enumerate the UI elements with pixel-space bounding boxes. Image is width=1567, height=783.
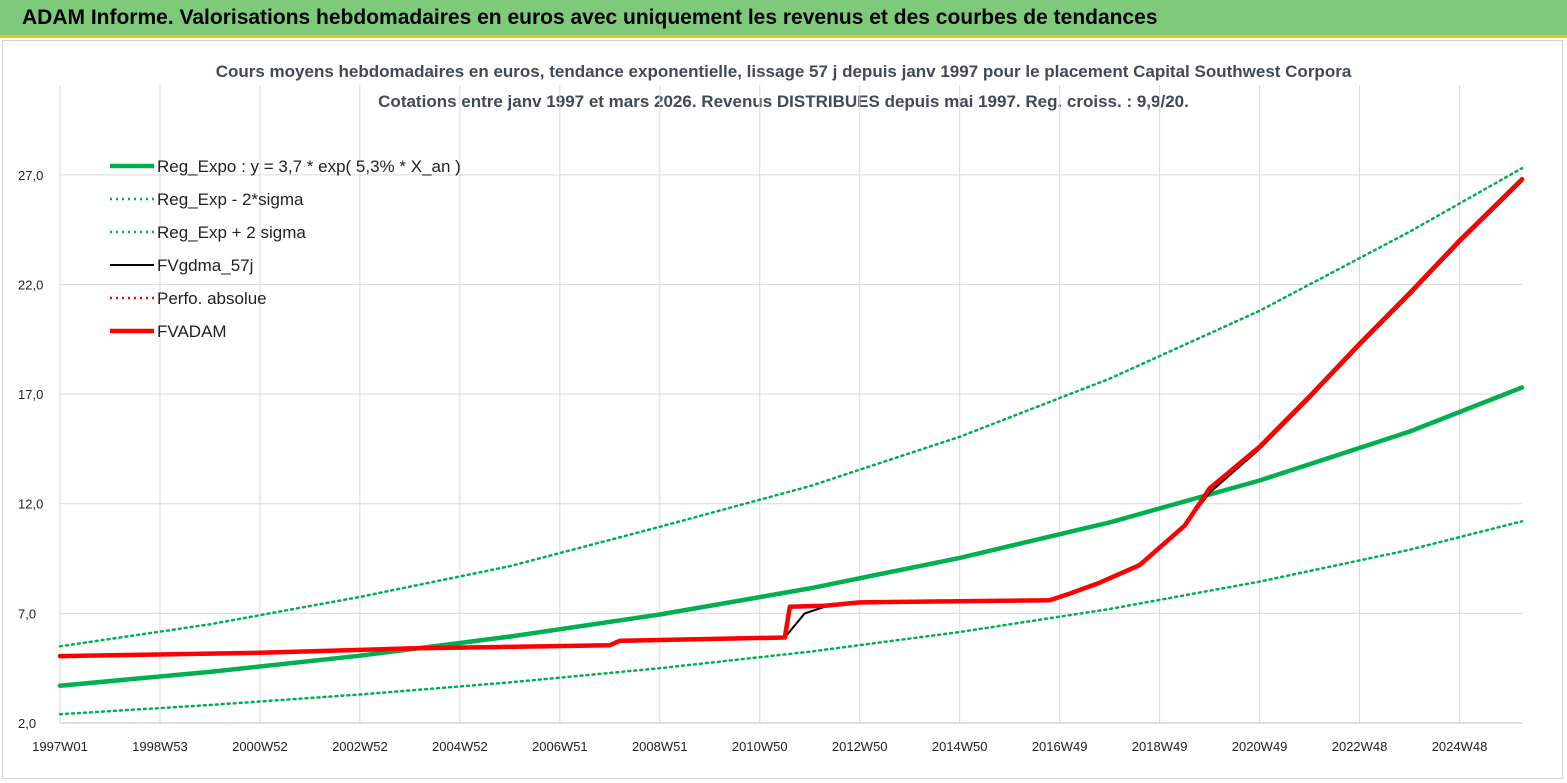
legend-label: Reg_Exp - 2*sigma (157, 190, 304, 209)
x-tick-label: 2002W52 (332, 739, 388, 754)
y-tick-label: 12,0 (18, 497, 43, 512)
x-tick-label: 1997W01 (32, 739, 88, 754)
legend-label: FVADAM (157, 322, 227, 341)
y-tick-label: 27,0 (18, 168, 43, 183)
chart-frame (2, 40, 1563, 779)
legend-label: FVgdma_57j (157, 256, 253, 275)
x-tick-label: 2014W50 (932, 739, 988, 754)
y-tick-label: 7,0 (18, 606, 36, 621)
series-line-3 (59, 180, 1523, 658)
x-tick-label: 2004W52 (432, 739, 488, 754)
x-tick-label: 2010W50 (732, 739, 788, 754)
y-tick-label: 22,0 (18, 277, 43, 292)
report-banner: ADAM Informe. Valorisations hebdomadaire… (0, 0, 1567, 38)
x-tick-label: 2016W49 (1032, 739, 1088, 754)
series-line-5 (57, 176, 1525, 659)
chart-title-line1: Cours moyens hebdomadaires en euros, ten… (215, 62, 1352, 81)
series-line-2 (58, 166, 1524, 648)
y-tick-label: 17,0 (18, 387, 43, 402)
x-tick-label: 2012W50 (832, 739, 888, 754)
series-line-4 (58, 177, 1524, 658)
x-tick-label: 2022W48 (1332, 739, 1388, 754)
y-tick-label: 2,0 (18, 716, 36, 731)
x-tick-label: 2008W51 (632, 739, 688, 754)
series-line-1 (58, 520, 1524, 716)
series-line-0 (57, 385, 1525, 688)
x-tick-label: 1998W53 (132, 739, 188, 754)
legend-label: Reg_Expo : y = 3,7 * exp( 5,3% * X_an ) (157, 157, 461, 176)
x-tick-label: 2024W48 (1432, 739, 1488, 754)
chart-title-line2: Cotations entre janv 1997 et mars 2026. … (378, 92, 1189, 111)
report-title: ADAM Informe. Valorisations hebdomadaire… (22, 6, 1158, 29)
legend-label: Perfo. absolue (157, 289, 267, 308)
x-tick-label: 2006W51 (532, 739, 588, 754)
x-tick-label: 2000W52 (232, 739, 288, 754)
x-tick-label: 2020W49 (1232, 739, 1288, 754)
x-tick-label: 2018W49 (1132, 739, 1188, 754)
legend-label: Reg_Exp + 2 sigma (157, 223, 306, 242)
